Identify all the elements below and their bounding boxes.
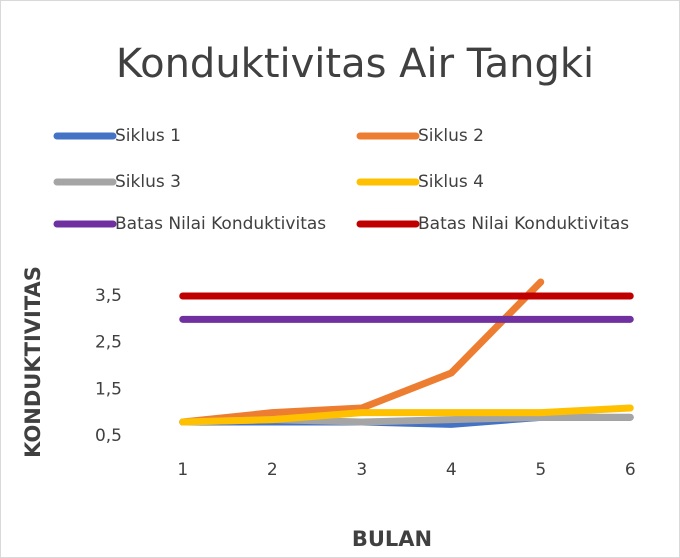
x-tick-label: 3 — [356, 460, 367, 480]
x-tick-label: 1 — [177, 460, 188, 480]
x-tick-label: 6 — [625, 460, 636, 480]
y-axis-label: KONDUKTIVITAS — [21, 266, 45, 458]
chart-title: Konduktivitas Air Tangki — [116, 41, 594, 87]
series-line — [179, 278, 545, 426]
y-tick-label: 3,5 — [95, 286, 122, 306]
legend-label: Batas Nilai Konduktivitas — [418, 214, 629, 234]
series-line — [179, 404, 634, 426]
legend-label: Siklus 1 — [115, 126, 181, 146]
y-tick-label: 0,5 — [95, 426, 122, 446]
x-tick-label: 5 — [535, 460, 546, 480]
legend-label: Siklus 2 — [418, 126, 484, 146]
legend-label: Batas Nilai Konduktivitas — [115, 214, 326, 234]
legend-label: Siklus 3 — [115, 172, 181, 192]
x-axis-label: BULAN — [352, 527, 432, 551]
x-tick-label: 2 — [267, 460, 278, 480]
x-tick-label: 4 — [446, 460, 457, 480]
y-tick-label: 1,5 — [95, 379, 122, 399]
y-tick-label: 2,5 — [95, 333, 122, 353]
legend-label: Siklus 4 — [418, 172, 484, 192]
